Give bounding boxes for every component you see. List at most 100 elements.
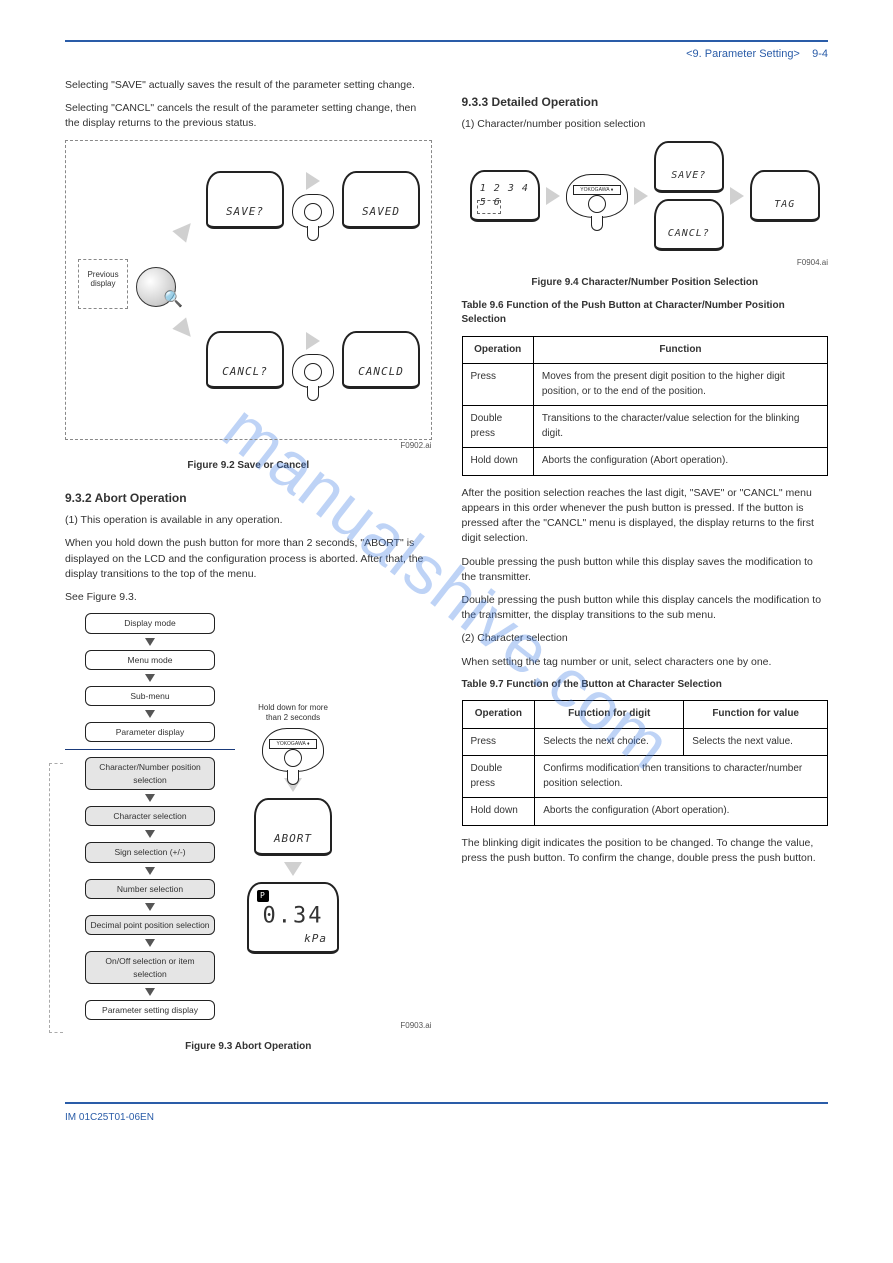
table-96-caption: Table 9.6 Function of the Push Button at… (462, 299, 829, 328)
lcd-value: P 0.34 kPa (247, 882, 339, 954)
hold-label: Hold down for morethan 2 seconds (258, 703, 328, 722)
flow-node-grey: Character selection (85, 806, 215, 826)
fig-num-94: F0904.ai (462, 257, 829, 269)
flowchart: Display mode Menu mode Sub-menu Paramete… (65, 613, 235, 1020)
cell: Hold down (462, 448, 533, 476)
arrow-down-icon (145, 794, 155, 802)
bottom-rule (65, 1102, 828, 1104)
flow-node-grey: Number selection (85, 879, 215, 899)
lcd-cancld: CANCLD (342, 331, 420, 389)
device-icon (136, 267, 176, 307)
lcd-cancl-q: CANCL? (654, 199, 724, 251)
right-column: 9.3.3 Detailed Operation (1) Character/n… (462, 78, 829, 1062)
lcd-text: SAVED (362, 204, 400, 220)
section-9-3-2-title: 9.3.2 Abort Operation (65, 490, 432, 507)
table-9-7: Operation Function for digit Function fo… (462, 700, 829, 826)
save-row: SAVE? SAVED (206, 171, 420, 229)
table-row: Hold down Aborts the configuration (Abor… (462, 798, 828, 826)
side-diagram: Hold down for morethan 2 seconds YOKOGAW… (247, 703, 339, 1020)
tbl97-h3: Function for value (684, 701, 828, 729)
flow-node-bottom: Parameter setting display (85, 1000, 215, 1020)
p-after-t96: After the position selection reaches the… (462, 486, 829, 547)
tbl96-h1: Operation (462, 336, 533, 364)
s932-p3: See Figure 9.3. (65, 590, 432, 605)
push-button-icon: YOKOGAWA ♦ (566, 174, 628, 218)
fig-caption-93: Figure 9.3 Abort Operation (65, 1040, 432, 1055)
table-97-caption: Table 9.7 Function of the Button at Char… (462, 678, 829, 693)
flow-node: Parameter display (85, 722, 215, 742)
arrow-right-icon (546, 187, 560, 205)
lcd-text: SAVE? (226, 204, 264, 220)
arrow-down-icon (145, 710, 155, 718)
lcd-save-q: SAVE? (206, 171, 284, 229)
para-cancel: Selecting "CANCL" cancels the result of … (65, 101, 432, 131)
figure-9-4: 1 2 3 4 5 6 YOKOGAWA ♦ SAVE? CANCL? TAG (462, 141, 829, 251)
push-button-icon (292, 354, 334, 388)
lcd-text: CANCL? (668, 227, 710, 242)
table-row: Press Selects the next choice. Selects t… (462, 728, 828, 756)
p-dbl-save: Double pressing the push button while th… (462, 555, 829, 585)
section-9-3-3-title: 9.3.3 Detailed Operation (462, 94, 829, 111)
para-save: Selecting "SAVE" actually saves the resu… (65, 78, 432, 93)
char-sel-p: When setting the tag number or unit, sel… (462, 655, 829, 670)
p-after-t97: The blinking digit indicates the positio… (462, 836, 829, 866)
flow-node-grey: Character/Number position selection (85, 757, 215, 790)
cell: Confirms modification then transitions t… (535, 756, 828, 798)
footer: IM 01C25T01-06EN (65, 1112, 828, 1123)
arrow-right-icon (730, 187, 744, 205)
lcd-cancl-q: CANCL? (206, 331, 284, 389)
cell: Press (462, 364, 533, 406)
table-row: Press Moves from the present digit posit… (462, 364, 828, 406)
button-label: YOKOGAWA ♦ (269, 739, 317, 749)
left-column: Selecting "SAVE" actually saves the resu… (65, 78, 432, 1062)
flow-node-grey: Decimal point position selection (85, 915, 215, 935)
arrow-down-icon (145, 903, 155, 911)
tbl97-h1: Operation (462, 701, 535, 729)
arrow-down-icon (145, 867, 155, 875)
arrow-right-icon (306, 172, 320, 190)
lcd-main-number: 0.34 (263, 900, 324, 932)
lcd-tag: TAG (750, 170, 820, 222)
cell: Aborts the configuration (Abort operatio… (533, 448, 827, 476)
cell: Press (462, 728, 535, 756)
lcd-text: ABORT (274, 831, 312, 847)
arrow-down-icon (284, 862, 302, 876)
push-button-hold-icon: YOKOGAWA ♦ (262, 728, 324, 772)
arrow-down-icon (145, 830, 155, 838)
lcd-text: SAVE? (671, 169, 706, 184)
flow-node-grey: On/Off selection or item selection (85, 951, 215, 984)
header-right: <9. Parameter Setting> 9-4 (65, 48, 828, 60)
cell: Double press (462, 406, 533, 448)
flow-node-grey: Sign selection (+/-) (85, 842, 215, 862)
figure-9-3: Display mode Menu mode Sub-menu Paramete… (65, 613, 432, 1020)
cancel-row: CANCL? CANCLD (206, 331, 420, 389)
lcd-abort: ABORT (254, 798, 332, 856)
arrow-down-icon (145, 638, 155, 646)
footer-left: IM 01C25T01-06EN (65, 1112, 154, 1123)
arrow-right-icon (306, 332, 320, 350)
arrow-right-icon (634, 187, 648, 205)
char-sel-title: (2) Character selection (462, 631, 829, 646)
arrow-down-icon (145, 674, 155, 682)
fig-num-93: F0903.ai (65, 1020, 432, 1032)
tbl97-h2: Function for digit (535, 701, 684, 729)
lcd-text: CANCLD (358, 364, 404, 380)
prev-display-box: Previousdisplay (78, 259, 128, 309)
dashed-loop-arrow (49, 763, 63, 1033)
button-label: YOKOGAWA ♦ (573, 185, 621, 195)
lcd-123456: 1 2 3 4 5 6 (470, 170, 540, 222)
arrow-up-icon (172, 217, 197, 242)
header-text: <9. Parameter Setting> (686, 48, 800, 60)
flow-node: Menu mode (85, 650, 215, 670)
lcd-text: CANCL? (222, 364, 268, 380)
cell: Hold down (462, 798, 535, 826)
arrow-down-icon (172, 317, 197, 342)
flow-node: Sub-menu (85, 686, 215, 706)
arrow-down-icon (145, 939, 155, 947)
table-row: Hold down Aborts the configuration (Abor… (462, 448, 828, 476)
cell: Double press (462, 756, 535, 798)
cell: Selects the next value. (684, 728, 828, 756)
cell: Moves from the present digit position to… (533, 364, 827, 406)
s932-p1: (1) This operation is available in any o… (65, 513, 432, 528)
header-page: 9-4 (812, 48, 828, 60)
